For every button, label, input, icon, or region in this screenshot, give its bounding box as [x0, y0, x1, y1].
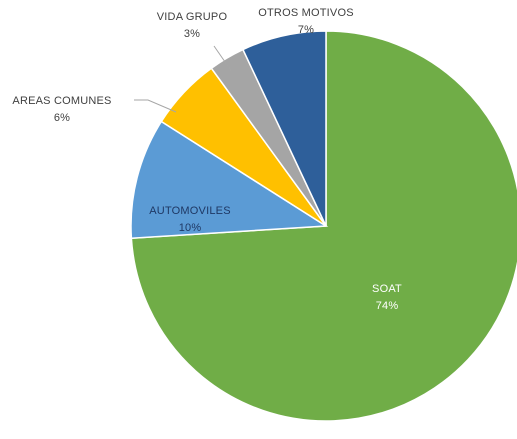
slice-category-label: OTROS MOTIVOS: [258, 7, 354, 19]
data-label-vida-grupo: VIDA GRUPO 3%: [157, 11, 228, 40]
leader-line-vida-grupo: [213, 45, 233, 73]
slices-layer: [130, 30, 517, 422]
pie-slice-soat: [130, 30, 517, 422]
slice-value-label: 10%: [179, 222, 202, 234]
slice-value-label: 6%: [54, 112, 70, 124]
slice-category-label: AUTOMOVILES: [149, 205, 230, 217]
slice-value-label: 7%: [298, 24, 314, 36]
pie-slice-automoviles: [130, 120, 329, 240]
pie-slice-otros-motivos: [241, 30, 327, 227]
labels-layer: SOAT 74% AUTOMOVILES 10% AREAS COMUNES 6% VIDA…: [12, 7, 402, 312]
data-label-automoviles: AUTOMOVILES 10%: [149, 205, 230, 234]
slice-value-label: 3%: [184, 28, 200, 40]
leader-line-areas-comunes: [134, 99, 177, 113]
data-label-otros-motivos: OTROS MOTIVOS 7%: [258, 7, 354, 36]
slice-category-label: SOAT: [372, 283, 402, 295]
slice-value-label: 74%: [376, 300, 399, 312]
leader-lines-layer: [134, 45, 233, 113]
data-label-soat: SOAT 74%: [372, 283, 402, 312]
data-label-areas-comunes: AREAS COMUNES 6%: [12, 95, 111, 124]
slice-category-label: VIDA GRUPO: [157, 11, 228, 23]
slice-category-label: AREAS COMUNES: [12, 95, 111, 107]
